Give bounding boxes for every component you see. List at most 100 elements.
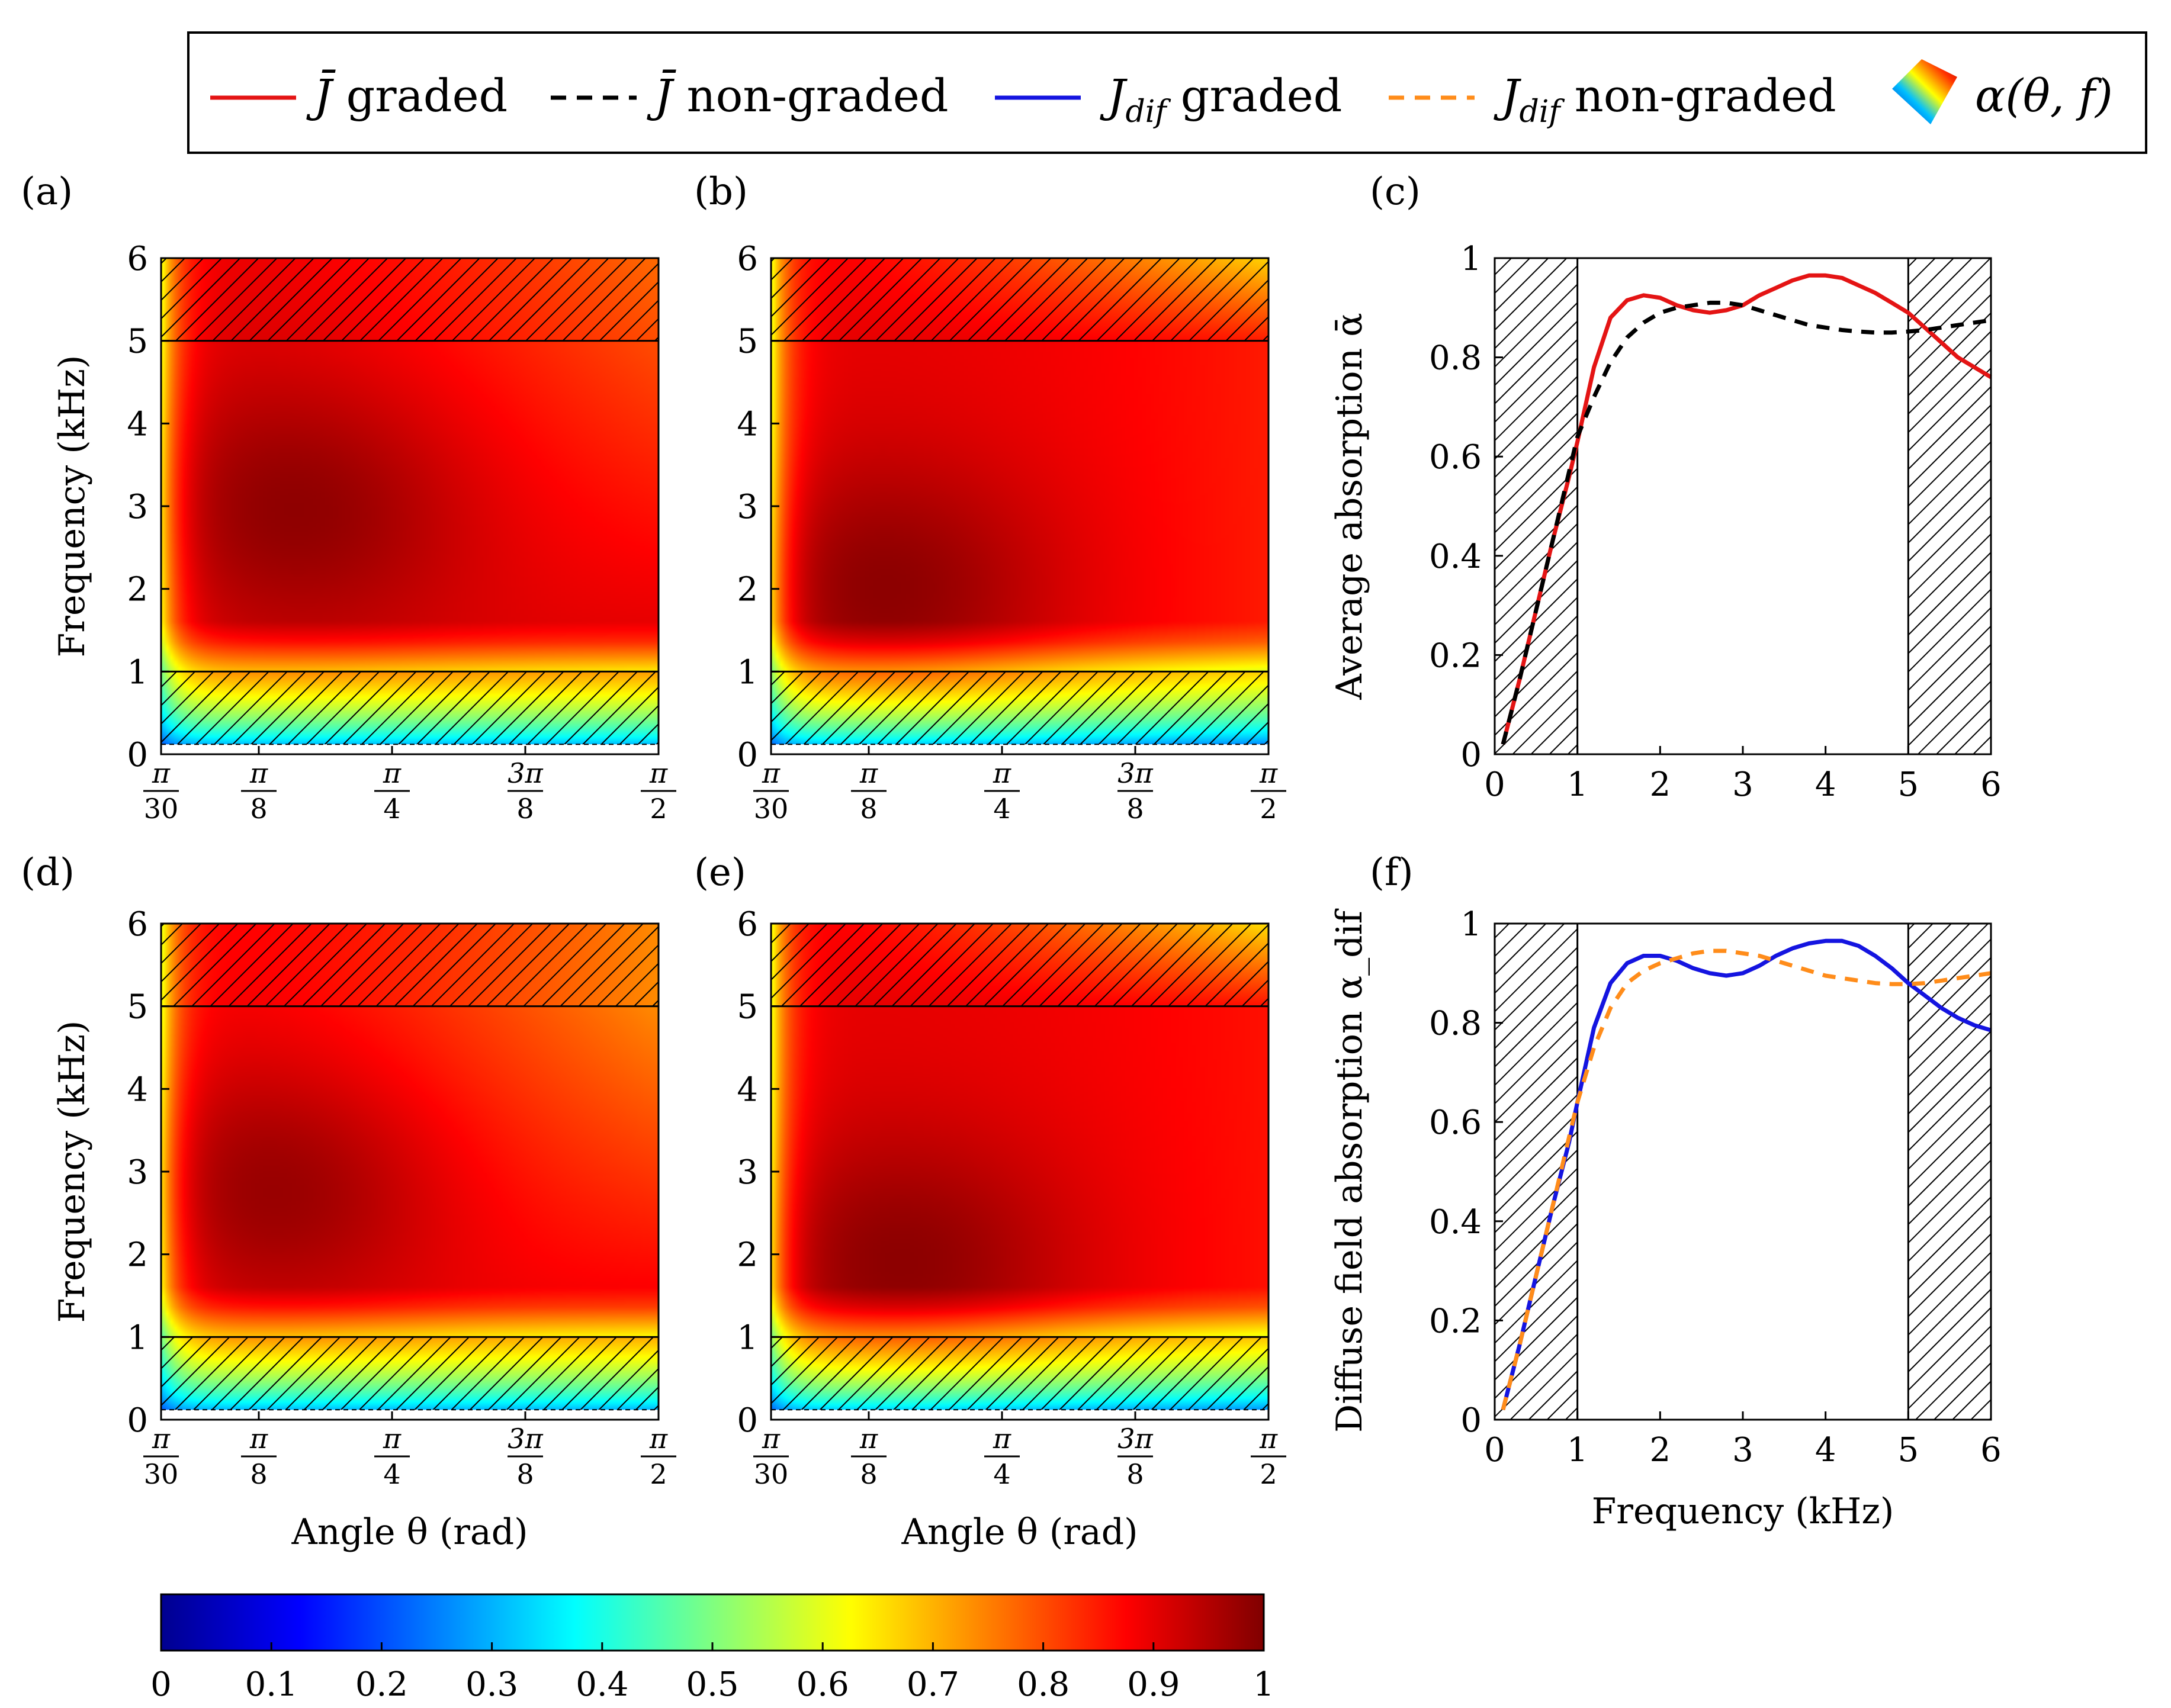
xtick-label-d-2-num: π xyxy=(383,1423,402,1455)
xtick-label-d-0-den: 30 xyxy=(144,1458,179,1490)
xtick-label-a-3-num: 3π xyxy=(508,757,543,789)
ytick-label-a-0: 0 xyxy=(127,736,148,774)
series-line-c-0 xyxy=(1501,273,1992,745)
ytick-label-c-3: 0.6 xyxy=(1429,438,1482,477)
xtick-label-c-3: 3 xyxy=(1732,765,1754,804)
ytick-label-f-0: 0 xyxy=(1460,1401,1482,1440)
xtick-label-d-1-den: 8 xyxy=(250,1458,267,1490)
colorbar-tick-label-6: 0.6 xyxy=(797,1665,849,1704)
xtick-label-e-1-num: π xyxy=(859,1423,878,1455)
ytick-label-e-6: 6 xyxy=(737,905,758,944)
base-strip-e xyxy=(771,1410,1268,1420)
xtick-label-a-0-den: 30 xyxy=(144,793,179,825)
ytick-label-e-5: 5 xyxy=(737,988,758,1027)
xtick-label-b-4-num: π xyxy=(1259,757,1278,789)
ytick-label-d-3: 3 xyxy=(127,1153,148,1192)
xtick-label-a-3-den: 8 xyxy=(516,793,534,825)
hatched-band-e-1 xyxy=(770,922,1270,1008)
hatched-band-b-1 xyxy=(770,257,1270,342)
legend-item-alpha-surface: α(θ, f) xyxy=(1892,59,2113,124)
hatched-band-d-0 xyxy=(160,1336,660,1421)
xtick-label-b-2-den: 4 xyxy=(993,793,1010,825)
colorbar-tick-label-3: 0.3 xyxy=(465,1665,518,1704)
xtick-label-b-0-num: π xyxy=(762,757,781,789)
hatched-band-a-0 xyxy=(160,670,660,755)
hatched-band-c-1 xyxy=(1907,257,1992,755)
ytick-label-e-2: 2 xyxy=(737,1236,758,1275)
xtick-label-b-1-den: 8 xyxy=(860,793,877,825)
xtick-label-a-4-num: π xyxy=(649,757,668,789)
xtick-label-e-2-den: 4 xyxy=(993,1458,1010,1490)
xtick-label-c-4: 4 xyxy=(1815,765,1836,804)
xtick-label-a-2-num: π xyxy=(383,757,402,789)
ytick-label-d-0: 0 xyxy=(127,1401,148,1440)
xtick-label-e-4-num: π xyxy=(1259,1423,1278,1455)
panel-label-c: (c) xyxy=(1370,170,1421,214)
xtick-label-a-4-den: 2 xyxy=(650,793,667,825)
panel-a: (a) 0 1 2 3 4 5 6 π 30 π 8 π 4 3π 8 π 2 Frequency (kHz) xyxy=(21,170,676,825)
xtick-label-d-0-num: π xyxy=(152,1423,171,1455)
ytick-label-e-3: 3 xyxy=(737,1153,758,1192)
ytick-label-a-3: 3 xyxy=(127,488,148,526)
xtick-label-d-2-den: 4 xyxy=(383,1458,400,1490)
xtick-label-f-0: 0 xyxy=(1484,1431,1505,1469)
colorbar-tick-label-1: 0.1 xyxy=(245,1665,298,1704)
xtick-label-e-1-den: 8 xyxy=(860,1458,877,1490)
ytick-label-b-3: 3 xyxy=(737,488,758,526)
xtick-label-a-1-num: π xyxy=(249,757,268,789)
xlabel-e: Angle θ (rad) xyxy=(901,1511,1138,1553)
hatched-band-e-0 xyxy=(770,1336,1270,1421)
legend-label-j-nongraded: J̄ non-graded xyxy=(647,69,949,122)
xtick-label-f-4: 4 xyxy=(1815,1431,1836,1469)
xtick-label-f-2: 2 xyxy=(1650,1431,1671,1469)
ylabel-f: Diffuse field absorption α_dif xyxy=(1329,908,1370,1433)
ytick-label-e-1: 1 xyxy=(737,1318,758,1357)
colorbar-tick-label-5: 0.5 xyxy=(686,1665,738,1704)
panel-label-d: (d) xyxy=(21,851,75,895)
legend-item-jdif-graded: Jdif graded xyxy=(995,69,1342,130)
xtick-label-a-2-den: 4 xyxy=(383,793,400,825)
xtick-label-c-1: 1 xyxy=(1567,765,1588,804)
base-strip-a xyxy=(161,744,659,754)
ytick-label-e-0: 0 xyxy=(737,1401,758,1440)
ylabel-c: Average absorption ᾱ xyxy=(1329,313,1370,700)
ytick-label-c-4: 0.8 xyxy=(1429,339,1482,378)
base-strip-b xyxy=(771,744,1268,754)
colorbar-tick-label-2: 0.2 xyxy=(355,1665,408,1704)
xlabel-d: Angle θ (rad) xyxy=(291,1511,528,1553)
xtick-label-a-1-den: 8 xyxy=(250,793,267,825)
xtick-label-c-5: 5 xyxy=(1898,765,1919,804)
hatched-band-c-0 xyxy=(1494,257,1579,755)
colorbar-gradient xyxy=(160,1593,1265,1652)
xtick-label-f-1: 1 xyxy=(1567,1431,1588,1469)
xtick-label-c-0: 0 xyxy=(1484,765,1505,804)
ytick-label-b-4: 4 xyxy=(737,405,758,443)
panel-label-f: (f) xyxy=(1370,851,1414,895)
series-line-f-1 xyxy=(1501,948,1992,1411)
ytick-label-d-1: 1 xyxy=(127,1318,148,1357)
xtick-label-c-2: 2 xyxy=(1650,765,1671,804)
panel-label-e: (e) xyxy=(694,851,746,895)
xtick-label-b-0-den: 30 xyxy=(754,793,789,825)
xtick-label-d-1-num: π xyxy=(249,1423,268,1455)
ytick-label-d-4: 4 xyxy=(127,1070,148,1109)
xtick-label-e-0-den: 30 xyxy=(754,1458,789,1490)
panel-label-b: (b) xyxy=(694,170,748,214)
ytick-label-a-5: 5 xyxy=(127,323,148,361)
hatched-band-a-1 xyxy=(160,257,660,342)
surface-icon xyxy=(1892,59,1957,124)
xtick-label-e-0-num: π xyxy=(762,1423,781,1455)
hatched-band-f-0 xyxy=(1494,922,1579,1421)
xtick-label-f-3: 3 xyxy=(1732,1431,1754,1469)
ytick-label-b-6: 6 xyxy=(737,240,758,278)
xtick-label-b-3-den: 8 xyxy=(1126,793,1144,825)
ylabel-a: Frequency (kHz) xyxy=(52,355,93,658)
ytick-label-f-4: 0.8 xyxy=(1429,1005,1482,1043)
xtick-label-d-3-den: 8 xyxy=(516,1458,534,1490)
ytick-label-f-1: 0.2 xyxy=(1429,1302,1482,1340)
xtick-label-d-4-den: 2 xyxy=(650,1458,667,1490)
legend-box xyxy=(187,31,2147,154)
xtick-label-e-2-num: π xyxy=(993,1423,1011,1455)
